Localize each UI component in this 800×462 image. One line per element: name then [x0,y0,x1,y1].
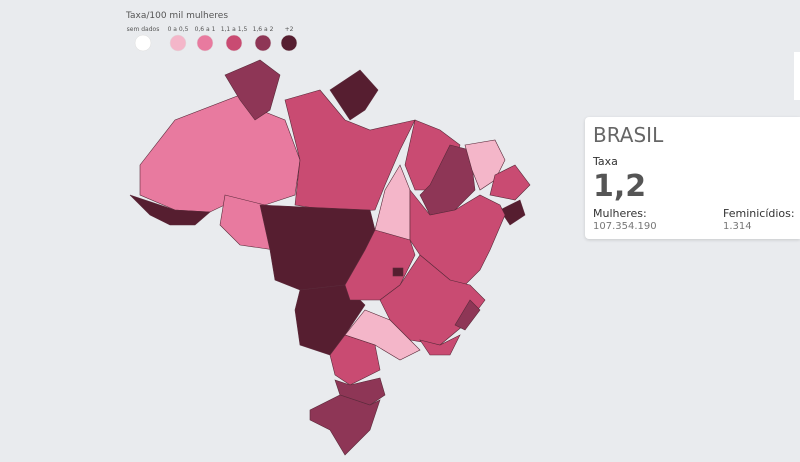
legend-swatch [225,34,243,52]
state [489,164,531,201]
states [129,59,531,456]
side-tab[interactable] [794,52,800,100]
state [284,89,416,213]
legend-label: 0,6 a 1 [195,26,216,33]
state [419,334,461,356]
state [309,394,381,456]
legend-swatch [280,34,298,52]
state [329,69,379,121]
legend-label: 1,1 a 1,5 [221,26,248,33]
state [139,94,301,213]
state [344,309,421,361]
info-panel: BRASIL Taxa 1,2 Mulheres: 107.354.190 Fe… [585,117,800,239]
legend-swatch [254,34,272,52]
state [454,299,481,331]
women-value: 107.354.190 [593,221,657,232]
state [224,59,281,121]
cases-value: 1.314 [723,221,752,232]
legend-label: 1,6 a 2 [253,26,274,33]
state [499,199,526,226]
legend-title: Taxa/100 mil mulheres [125,11,228,21]
state [392,267,404,277]
legend: sem dados 0 a 0,5 0,6 a 1 1,1 a 1,5 1,6 a 2 +… [127,26,298,52]
legend-label: 0 a 0,5 [168,26,189,33]
cases-label: Feminicídios: [723,207,795,220]
rate-value: 1,2 [593,169,647,204]
legend-swatch [134,34,152,52]
legend-label: sem dados [127,26,160,33]
state [129,194,211,226]
women-label: Mulheres: [593,207,647,220]
state [329,334,381,386]
legend-swatch [169,34,187,52]
panel-title: BRASIL [593,123,664,147]
legend-label: +2 [285,26,294,33]
legend-swatch [196,34,214,52]
rate-label: Taxa [593,155,618,168]
